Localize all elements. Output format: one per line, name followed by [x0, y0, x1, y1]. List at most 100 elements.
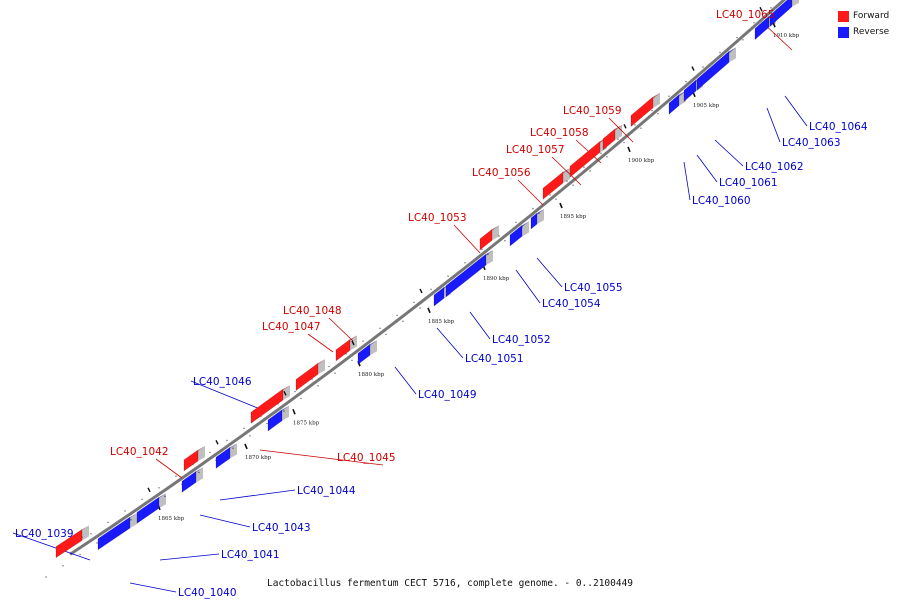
track-dot	[385, 333, 387, 336]
gene-block-top	[543, 167, 570, 189]
reverse-swatch	[838, 26, 849, 38]
track-dot	[419, 307, 421, 309]
gene-block-side	[522, 221, 529, 237]
leader-line	[683, 161, 691, 201]
gene-block-side	[615, 124, 622, 140]
track-dot	[606, 156, 608, 158]
track-dot	[515, 221, 517, 224]
gene-block-side	[350, 335, 357, 351]
leader-line	[515, 269, 541, 304]
legend-item-reverse: Reverse	[838, 25, 889, 39]
gene-block-top	[56, 525, 89, 547]
gene-block-side	[563, 167, 570, 183]
gene-block-side	[230, 443, 237, 459]
track-dot	[175, 475, 177, 477]
leader-line	[436, 327, 464, 359]
track-dot	[198, 471, 200, 474]
legend-reverse-label: Reverse	[853, 27, 890, 37]
gene-block-face	[769, 0, 793, 27]
gene-label: LC40_1043	[252, 522, 311, 534]
track-dot	[396, 314, 398, 317]
gene-block-reverse	[267, 405, 289, 432]
gene-block-top	[697, 47, 736, 80]
gene-label: LC40_1060	[692, 195, 751, 207]
track-dot	[532, 208, 534, 210]
leader-line	[469, 311, 491, 340]
track-dot	[62, 565, 64, 567]
leader-line	[259, 449, 384, 466]
leader-line	[608, 117, 634, 143]
gene-block-reverse	[530, 209, 544, 230]
track-dot	[45, 576, 47, 578]
track-dot	[107, 521, 109, 524]
gene-block-top	[446, 250, 493, 286]
gene-label: LC40_1055	[564, 282, 623, 294]
gene-block-side	[82, 525, 89, 541]
leader-line	[536, 257, 563, 288]
gene-block-top	[510, 221, 529, 235]
gene-block-side	[537, 209, 544, 225]
gene-label: LC40_1057	[506, 144, 565, 156]
leader-line	[696, 154, 718, 183]
track-dot	[742, 39, 744, 41]
gene-block-side	[283, 385, 290, 401]
track-dot	[249, 435, 251, 437]
gene-label: LC40_1058	[530, 127, 589, 139]
gene-block-top	[631, 92, 660, 116]
gene-block-forward	[602, 124, 622, 151]
gene-label: LC40_1045	[337, 452, 396, 464]
background-dots	[45, 7, 778, 578]
tick-label: 1870 kbp	[245, 455, 272, 461]
track-dot	[79, 553, 81, 556]
gene-block-side	[792, 0, 799, 7]
gene-block-reverse	[696, 47, 736, 91]
track-dot	[623, 141, 625, 144]
gene-label: LC40_1047	[262, 321, 321, 333]
gene-block-side	[729, 47, 736, 63]
track-dot	[572, 184, 574, 186]
track-dot	[413, 301, 415, 304]
track-dot	[566, 180, 568, 182]
gene-label: LC40_1041	[221, 549, 280, 561]
gene-label: LC40_1039	[15, 528, 74, 540]
leader-line	[453, 224, 481, 254]
gene-block-reverse	[357, 340, 377, 365]
leader-line	[159, 553, 220, 561]
gene-block-reverse	[509, 221, 529, 247]
gene-block-top	[182, 467, 203, 482]
gene-block-top	[531, 209, 544, 219]
leader-line	[219, 489, 296, 501]
track-dot	[141, 498, 143, 501]
track-dot	[589, 170, 591, 172]
gene-label: LC40_1053	[408, 212, 467, 224]
leader-line	[155, 458, 183, 479]
track-dot	[317, 385, 319, 387]
minor-tick	[759, 6, 763, 12]
tick-label: 1865 kbp	[158, 516, 185, 522]
gene-block-reverse	[215, 443, 237, 469]
minor-tick	[623, 124, 627, 129]
tick-label: 1895 kbp	[560, 214, 587, 220]
gene-block-side	[196, 467, 203, 483]
track-dot	[379, 327, 381, 330]
gene-label: LC40_1064	[809, 121, 868, 133]
minor-tick	[691, 66, 695, 71]
track-dot	[640, 127, 642, 129]
gene-label: LC40_1061	[719, 177, 778, 189]
track-dot	[226, 439, 228, 442]
track-dot	[719, 51, 721, 54]
track-dot	[447, 275, 449, 277]
gene-block-top	[98, 513, 137, 539]
gene-block-forward	[250, 385, 290, 424]
minor-tick	[283, 391, 287, 396]
tick-label: 1890 kbp	[483, 276, 510, 282]
label-leader-lines	[12, 21, 808, 593]
gene-block-top	[336, 335, 357, 350]
minor-tick	[351, 340, 355, 346]
leader-line	[307, 333, 334, 353]
track-dot	[90, 533, 92, 535]
leader-line	[394, 366, 417, 395]
leader-line	[190, 380, 266, 412]
track-dot	[481, 248, 483, 251]
leader-line	[551, 156, 582, 186]
